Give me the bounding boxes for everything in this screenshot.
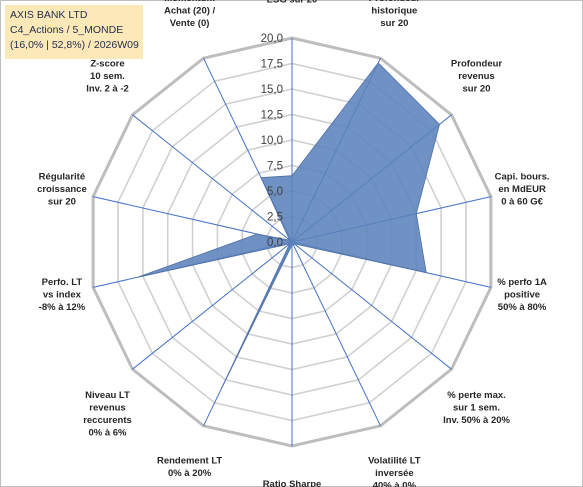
title-stats: (16,0% | 52,8%) / 2026W09 (10, 39, 139, 51)
axis-label: Régularité croissance sur 20 (37, 172, 87, 208)
axis-label: Rendement LT 0% à 20% (157, 456, 222, 480)
radar-series-area (137, 62, 440, 390)
axis-label: NoteESG sur 20 (267, 0, 318, 6)
radar-axis-labels: NoteESG sur 20 Profondeurhistoriquesur 20… (37, 0, 549, 487)
axis-label: % perfo 1A positive 50% à 80% (497, 277, 547, 313)
axis-spoke (291, 241, 452, 370)
axis-spoke (132, 241, 293, 370)
tick-label: 0,0 (267, 237, 283, 249)
axis-label: Profondeur revenus sur 20 (451, 58, 502, 94)
tick-label: 20,0 (261, 33, 283, 45)
chart-title-box: AXIS BANK LTD C4_Actions / 5_MONDE (16,0… (5, 5, 143, 59)
radar-series-layer (137, 62, 440, 390)
axis-label: Niveau LT revenus reccurents 0% à 6% (83, 390, 132, 439)
tick-label: 10,0 (261, 135, 283, 147)
tick-label: 15,0 (261, 84, 283, 96)
axis-label: Volatilité LT inversée 40% à 0% (368, 456, 421, 487)
axis-label: MomentumAchat (20) /Vente (0) (164, 0, 216, 29)
title-company: AXIS BANK LTD (10, 9, 88, 21)
tick-label: 12,5 (261, 110, 283, 122)
title-category: C4_Actions / 5_MONDE (10, 24, 124, 36)
tick-label: 17,5 (261, 59, 283, 71)
tick-label: 7,5 (267, 161, 283, 173)
axis-label: Perfo. LT vs index -8% à 12% (39, 277, 86, 313)
axis-spoke (132, 114, 293, 243)
tick-label: 2,5 (267, 212, 283, 224)
tick-label: 5,0 (267, 186, 283, 198)
axis-label: Z-score 10 sem. Inv. 2 à -2 (86, 58, 129, 94)
axis-label: Capi. bours. en MdEUR 0 à 60 G€ (495, 172, 550, 208)
axis-spoke (291, 241, 381, 427)
axis-label: % perte max. sur 1 sem. Inv. 50% à 20% (443, 390, 510, 426)
axis-label: Ratio Sharpe0 à 1 (263, 479, 322, 487)
radar-tick-labels: 0,0 2,5 5,0 7,5 10,0 12,5 15,0 17,5 20,0 (261, 33, 283, 249)
axis-label: Profondeurhistoriquesur 20 (369, 0, 420, 29)
